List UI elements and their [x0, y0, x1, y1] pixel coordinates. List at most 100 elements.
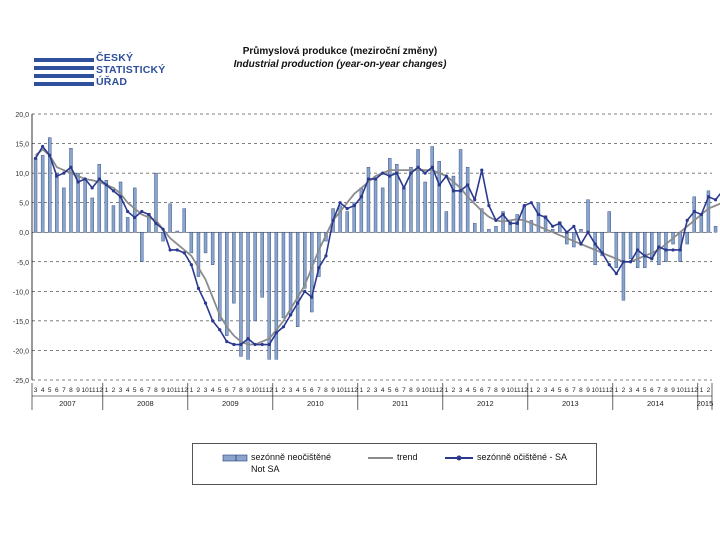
nsa-bar	[572, 232, 576, 248]
month-tick-label: 6	[225, 387, 229, 394]
month-tick-label: 1	[445, 387, 449, 394]
nsa-bar	[118, 181, 123, 233]
month-tick-label: 10	[507, 387, 515, 394]
legend-bar-swatch	[222, 454, 248, 462]
nsa-bar	[621, 232, 626, 301]
sa-point	[536, 212, 541, 217]
month-tick-label: 10	[337, 387, 345, 394]
sa-point	[359, 195, 363, 199]
nsa-bar	[189, 232, 194, 254]
nsa-bar	[69, 148, 73, 233]
month-tick-label: 7	[402, 387, 406, 394]
month-tick-label: 11	[174, 387, 181, 394]
sa-point	[565, 230, 569, 234]
sa-point	[437, 183, 441, 187]
month-tick-label: 3	[289, 387, 293, 394]
nsa-bar	[246, 232, 250, 360]
month-tick-label: 5	[133, 387, 137, 394]
sa-point	[664, 248, 668, 252]
month-tick-label: 5	[473, 387, 477, 394]
nsa-bar	[196, 232, 201, 277]
czso-logo: ČESKÝ STATISTICKÝ ÚŘAD	[34, 52, 184, 92]
sa-point	[522, 204, 526, 208]
nsa-bar	[607, 211, 611, 233]
sa-point	[628, 260, 633, 264]
sa-point	[274, 331, 278, 335]
sa-point	[324, 254, 328, 258]
sa-point	[366, 177, 371, 181]
nsa-bar	[225, 232, 229, 336]
nsa-bar	[593, 232, 597, 265]
month-tick-label: 11	[429, 387, 436, 394]
sa-point	[225, 339, 229, 344]
chart-legend: sezónně neočištěné Not SA trend sezónně …	[192, 443, 597, 485]
month-tick-label: 2	[537, 387, 541, 394]
sa-point	[402, 186, 406, 190]
nsa-bar	[480, 208, 484, 233]
year-label: 2013	[562, 399, 579, 408]
nsa-bar	[140, 232, 144, 262]
sa-point	[473, 198, 477, 202]
nsa-bar	[154, 172, 158, 233]
y-tick-label: 5,0	[19, 201, 29, 208]
sa-point	[48, 153, 52, 157]
month-tick-label: 7	[62, 387, 66, 394]
month-tick-label: 3	[459, 387, 463, 394]
month-tick-label: 11	[599, 387, 606, 394]
chart-title-czech: Průmyslová produkce (meziroční změny)	[242, 46, 438, 57]
month-tick-label: 9	[416, 387, 420, 394]
nsa-bar	[437, 161, 441, 233]
y-tick-label: -10,0	[13, 289, 29, 296]
sa-point	[352, 204, 356, 208]
month-tick-label: 3	[204, 387, 208, 394]
nsa-bar	[295, 232, 300, 328]
sa-point	[161, 227, 165, 231]
month-tick-label: 1	[105, 387, 109, 394]
y-tick-label: 0,0	[19, 230, 29, 237]
month-tick-label: 10	[82, 387, 90, 394]
year-label: 2014	[647, 399, 664, 408]
month-tick-label: 6	[395, 387, 399, 394]
month-tick-label: 6	[565, 387, 569, 394]
sa-point	[600, 251, 604, 255]
sa-point	[678, 248, 682, 252]
month-tick-label: 4	[636, 387, 640, 394]
nsa-bar	[253, 232, 257, 322]
sa-point	[692, 209, 696, 214]
sa-point	[671, 248, 675, 252]
logo-stripe	[34, 66, 94, 70]
nsa-bar	[345, 211, 349, 233]
sa-point	[239, 342, 243, 347]
nsa-bar	[423, 181, 427, 233]
nsa-bar	[281, 232, 286, 319]
month-tick-label: 11	[89, 387, 96, 394]
sa-point	[55, 174, 59, 178]
nsa-bar	[274, 232, 279, 360]
nsa-bar	[558, 221, 562, 233]
legend-swatches	[222, 454, 473, 462]
month-tick-label: 1	[360, 387, 364, 394]
month-tick-label: 8	[239, 387, 243, 394]
month-tick-label: 7	[317, 387, 321, 394]
sa-point	[373, 177, 378, 181]
sa-point	[409, 171, 413, 175]
sa-point	[614, 272, 618, 276]
year-label: 2012	[477, 399, 494, 408]
month-tick-label: 9	[331, 387, 335, 394]
month-tick-label: 3	[374, 387, 378, 394]
month-tick-label: 11	[344, 387, 351, 394]
nsa-bar	[239, 232, 243, 357]
month-tick-label: 9	[501, 387, 505, 394]
sa-point	[211, 319, 215, 323]
month-tick-label: 3	[34, 387, 38, 394]
legend-sa-marker	[456, 455, 462, 461]
sa-point	[713, 198, 718, 202]
sa-point	[607, 263, 611, 267]
sa-point	[232, 342, 236, 347]
sa-point	[451, 189, 456, 193]
nsa-bar	[288, 232, 293, 316]
sa-point	[480, 168, 484, 172]
month-tick-label: 9	[586, 387, 590, 394]
month-tick-label: 2	[197, 387, 201, 394]
nsa-bar	[366, 166, 371, 233]
